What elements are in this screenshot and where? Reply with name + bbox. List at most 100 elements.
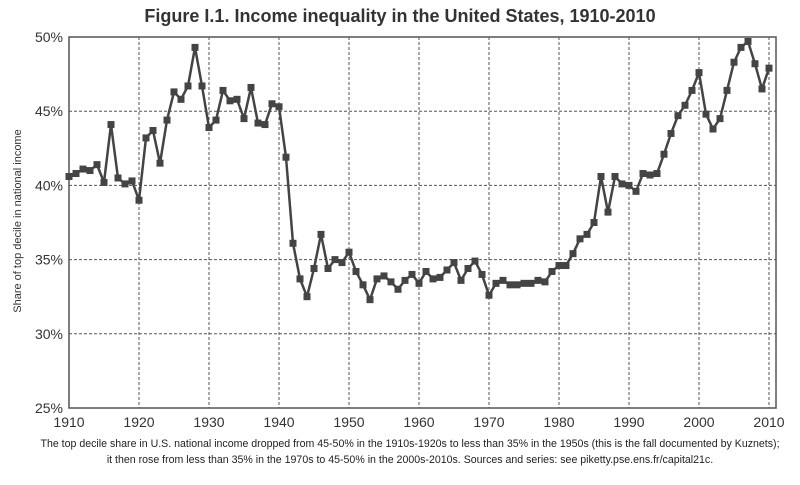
data-point-marker xyxy=(716,115,724,123)
data-point-marker xyxy=(723,86,731,94)
data-point-marker xyxy=(737,43,745,51)
data-point-marker xyxy=(436,273,444,281)
x-tick-label: 1980 xyxy=(543,414,574,430)
data-point-marker xyxy=(688,86,696,94)
data-point-marker xyxy=(345,248,353,256)
data-point-marker xyxy=(261,121,269,129)
data-point-marker xyxy=(583,230,591,238)
data-point-marker xyxy=(394,285,402,293)
data-point-marker xyxy=(254,119,262,127)
data-point-marker xyxy=(555,262,563,270)
data-point-marker xyxy=(72,170,80,178)
data-point-marker xyxy=(359,281,367,289)
data-point-marker xyxy=(289,239,297,247)
data-point-marker xyxy=(681,101,689,109)
data-point-marker xyxy=(485,291,493,299)
data-point-marker xyxy=(695,69,703,77)
data-point-marker xyxy=(205,124,213,132)
data-point-marker xyxy=(702,110,710,118)
data-point-marker xyxy=(758,85,766,93)
data-point-marker xyxy=(226,97,234,105)
data-point-marker xyxy=(331,256,339,264)
data-point-marker xyxy=(107,121,115,129)
x-tick-label: 1970 xyxy=(473,414,504,430)
data-point-marker xyxy=(562,262,570,270)
y-tick-label: 50% xyxy=(35,29,63,45)
data-point-marker xyxy=(247,83,255,91)
data-point-marker xyxy=(618,180,626,188)
data-point-marker xyxy=(338,259,346,267)
data-point-marker xyxy=(548,267,556,275)
data-point-marker xyxy=(65,172,73,180)
y-tick-label: 25% xyxy=(35,400,63,416)
data-point-marker xyxy=(177,95,185,103)
data-point-marker xyxy=(198,82,206,90)
data-point-marker xyxy=(499,276,507,284)
data-point-marker xyxy=(506,281,514,289)
series-line xyxy=(68,40,771,301)
data-point-marker xyxy=(135,196,143,204)
data-point-marker xyxy=(191,43,199,51)
data-point-marker xyxy=(597,172,605,180)
data-point-marker xyxy=(534,276,542,284)
y-tick-label: 35% xyxy=(35,252,63,268)
data-point-marker xyxy=(212,116,220,124)
data-point-marker xyxy=(765,64,773,72)
figure-caption: The top decile share in U.S. national in… xyxy=(40,438,780,466)
data-point-marker xyxy=(240,115,248,123)
data-point-marker xyxy=(527,279,535,287)
data-point-marker xyxy=(513,281,521,289)
x-tick-label: 1960 xyxy=(403,414,434,430)
data-point-marker xyxy=(653,170,661,178)
data-point-marker xyxy=(233,95,241,103)
data-point-marker xyxy=(184,82,192,90)
data-point-marker xyxy=(751,60,759,68)
data-point-marker xyxy=(142,134,150,142)
data-point-marker xyxy=(471,257,479,265)
data-point-marker xyxy=(366,296,374,304)
data-point-marker xyxy=(352,267,360,275)
data-point-marker xyxy=(450,259,458,267)
data-point-marker xyxy=(86,167,94,175)
x-tick-label: 1940 xyxy=(263,414,294,430)
data-point-marker xyxy=(93,161,101,169)
x-tick-label: 1910 xyxy=(53,414,84,430)
data-point-marker xyxy=(408,270,416,278)
data-point-marker xyxy=(387,278,395,286)
data-point-marker xyxy=(275,103,283,111)
data-point-marker xyxy=(429,275,437,283)
data-point-marker xyxy=(464,265,472,273)
x-tick-label: 2010 xyxy=(753,414,784,430)
data-point-marker xyxy=(639,170,647,178)
data-point-marker xyxy=(478,270,486,278)
data-point-marker xyxy=(380,272,388,280)
x-tick-label: 1950 xyxy=(333,414,364,430)
data-point-marker xyxy=(576,235,584,243)
data-point-marker xyxy=(541,278,549,286)
data-point-marker xyxy=(569,250,577,258)
data-point-marker xyxy=(422,267,430,275)
x-tick-label: 1920 xyxy=(123,414,154,430)
data-point-marker xyxy=(492,279,500,287)
data-point-marker xyxy=(709,125,717,133)
data-point-marker xyxy=(744,37,752,45)
data-point-marker xyxy=(373,275,381,283)
plot-frame xyxy=(68,36,777,409)
data-point-marker xyxy=(170,88,178,96)
data-point-marker xyxy=(590,219,598,226)
data-point-marker xyxy=(604,208,612,216)
data-point-marker xyxy=(282,153,290,161)
x-tick-label: 1990 xyxy=(613,414,644,430)
data-point-marker xyxy=(324,265,332,273)
data-point-marker xyxy=(219,86,227,94)
data-point-marker xyxy=(268,100,276,108)
data-point-marker xyxy=(114,174,122,182)
data-point-marker xyxy=(317,230,325,238)
data-point-marker xyxy=(660,150,668,158)
chart-title: Figure I.1. Income inequality in the Uni… xyxy=(144,6,656,26)
data-point-marker xyxy=(401,276,409,284)
data-point-marker xyxy=(443,266,451,274)
data-point-marker xyxy=(415,279,423,287)
data-point-marker xyxy=(310,265,318,273)
